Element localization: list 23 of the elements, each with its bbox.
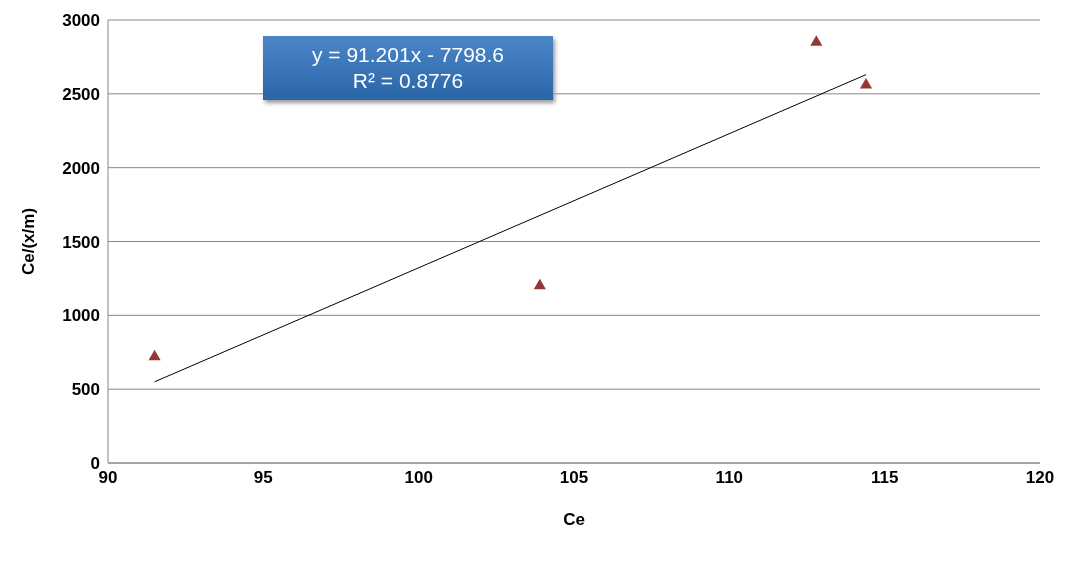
y-tick-label: 0 <box>90 454 100 474</box>
point <box>859 77 873 89</box>
x-tick-label: 110 <box>715 468 744 488</box>
x-tick-label: 90 <box>98 468 118 488</box>
x-tick-label: 95 <box>253 468 273 488</box>
y-tick-label: 1500 <box>62 232 100 252</box>
equation-box: y = 91.201x - 7798.6 R² = 0.8776 <box>263 36 553 100</box>
x-tick-label: 115 <box>870 468 899 488</box>
x-tick-label: 120 <box>1025 468 1055 488</box>
y-tick-label: 3000 <box>62 11 100 31</box>
y-tick-label: 2000 <box>62 158 100 178</box>
y-tick-label: 1000 <box>62 306 100 326</box>
y-tick-label: 500 <box>71 380 100 400</box>
point <box>810 35 823 46</box>
y-axis-title: Ce/(x/m) <box>19 207 39 276</box>
x-tick-label: 100 <box>404 468 433 488</box>
x-tick-label: 105 <box>559 468 589 488</box>
y-tick-label: 2500 <box>62 84 100 104</box>
x-axis-title: Ce <box>563 510 585 529</box>
point <box>148 349 161 361</box>
annotation: R² = 0.8776 <box>351 68 465 94</box>
point <box>533 278 546 290</box>
annotation: y = 91.201x - 7798.6 <box>310 42 506 68</box>
